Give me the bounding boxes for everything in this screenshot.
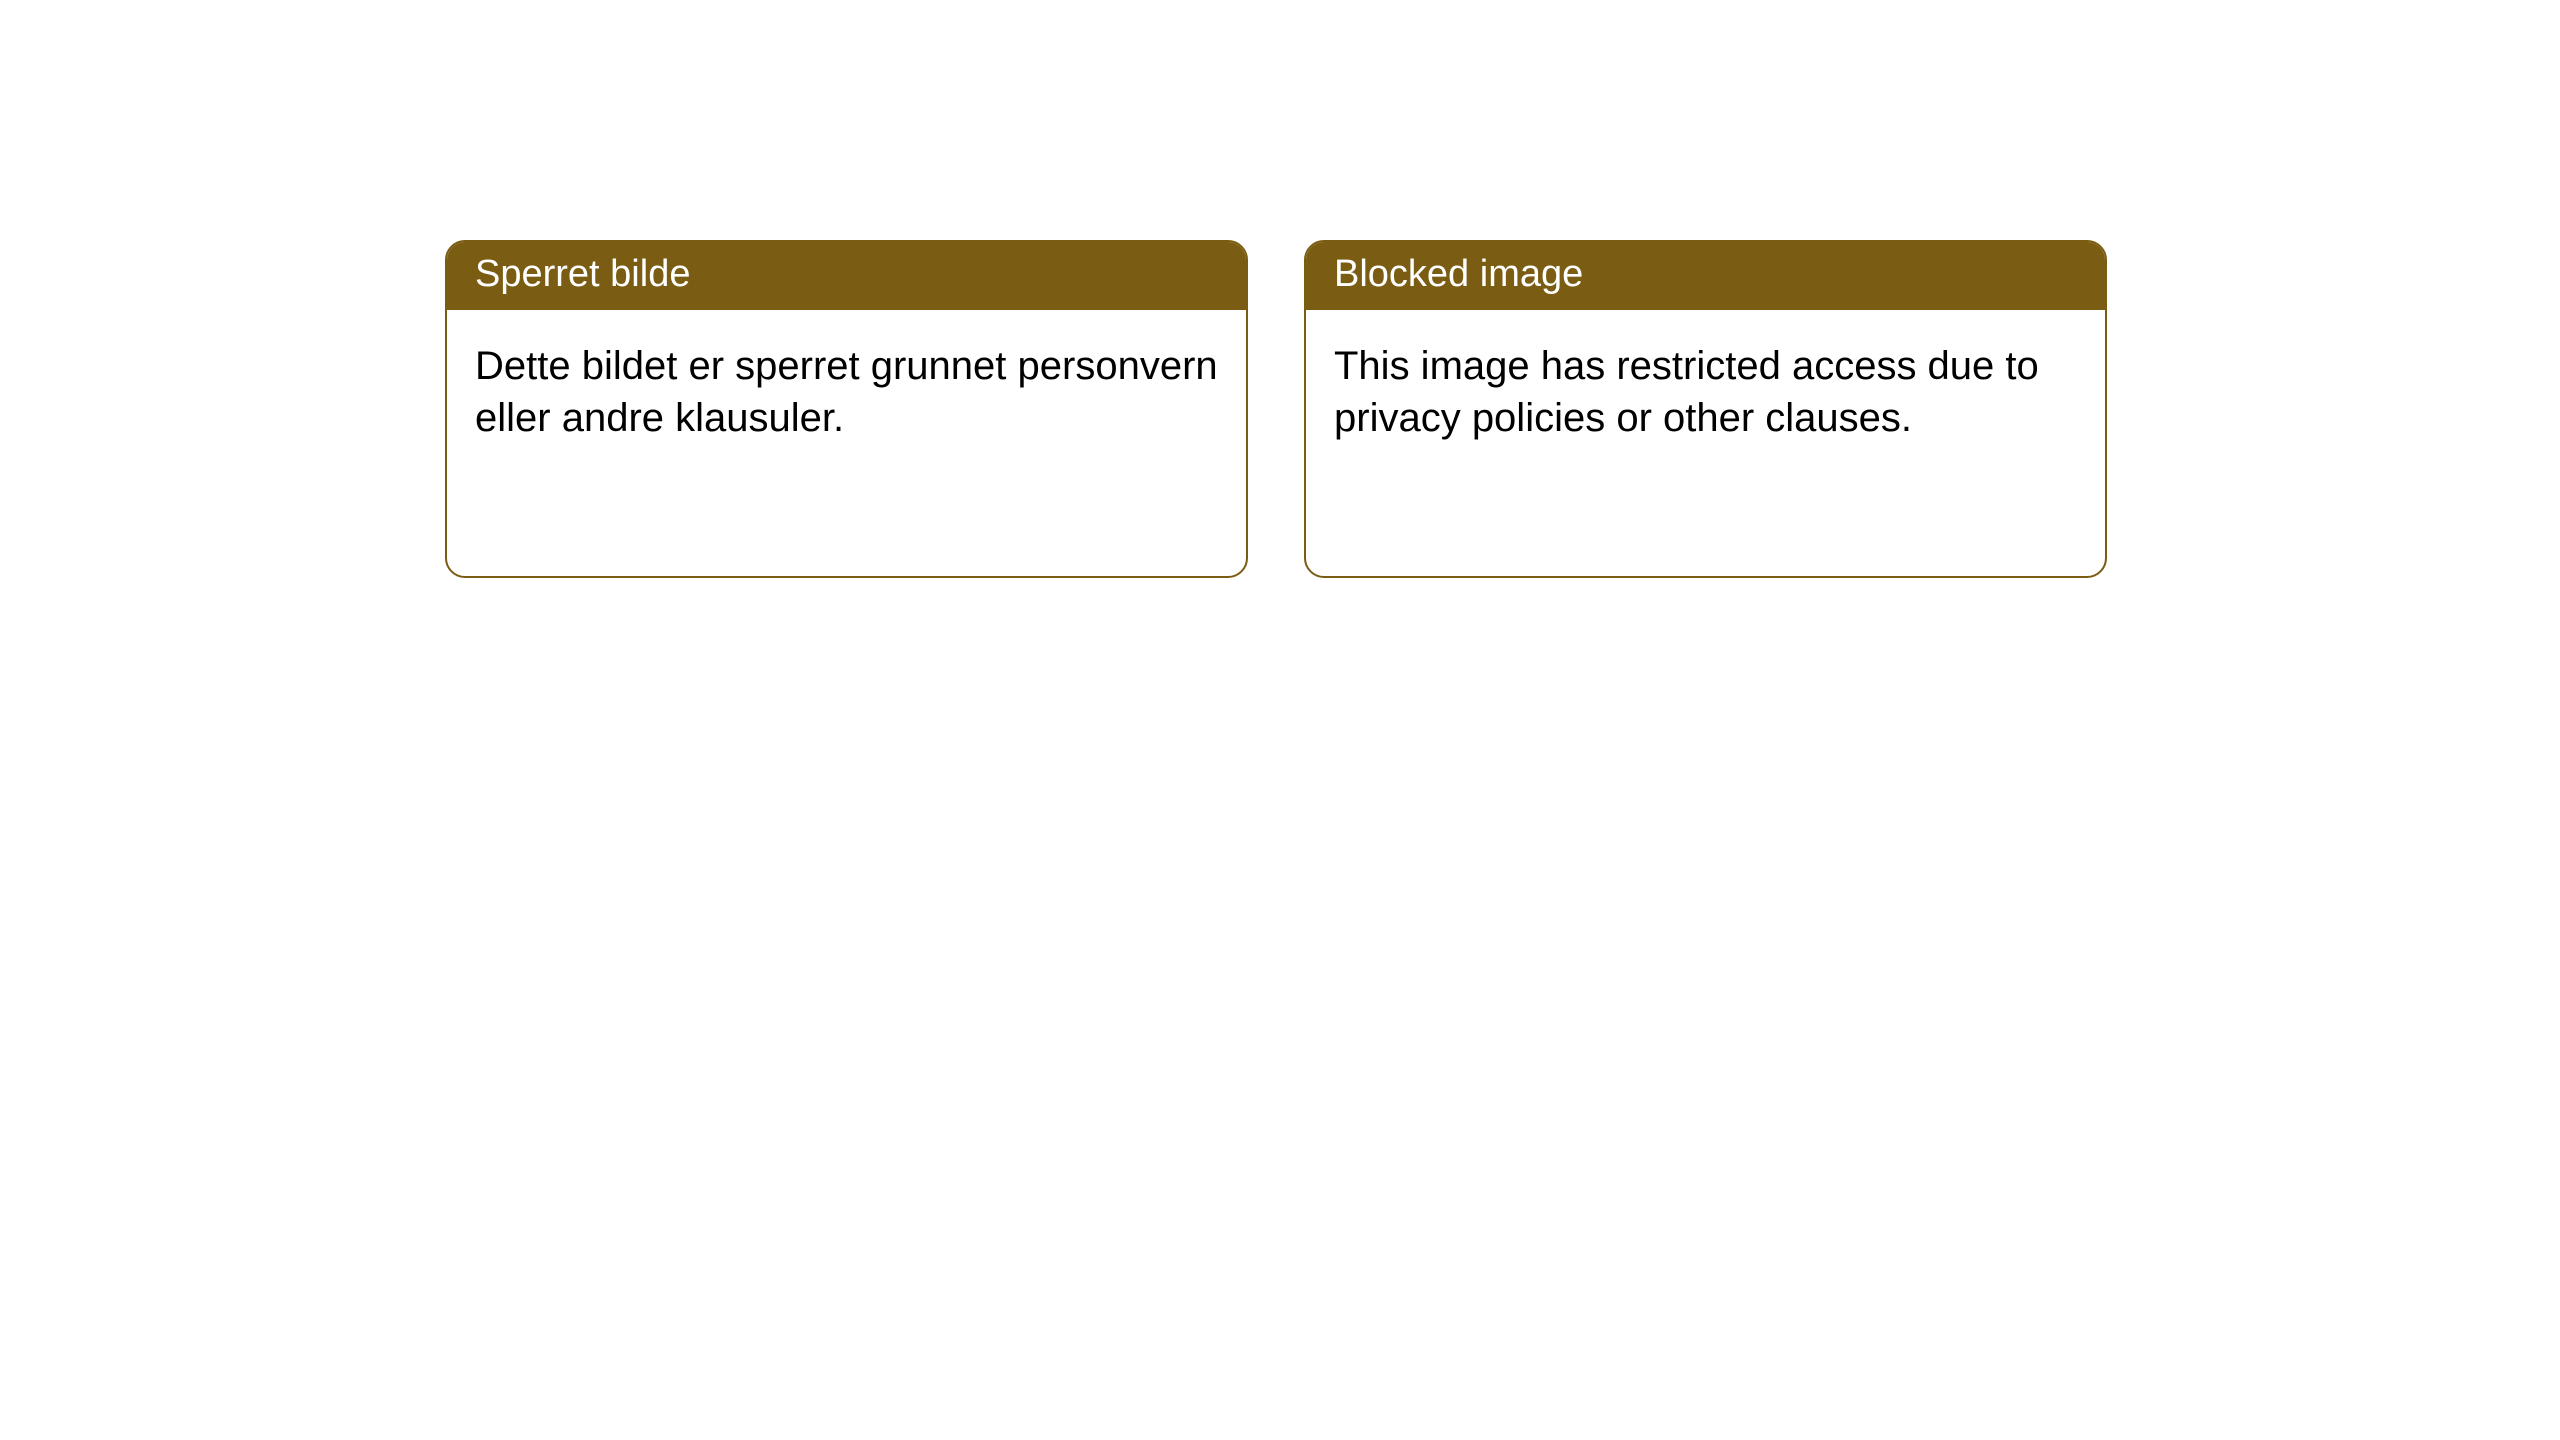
notice-body: Dette bildet er sperret grunnet personve… [447, 310, 1246, 474]
notice-card-english: Blocked image This image has restricted … [1304, 240, 2107, 578]
notice-card-norwegian: Sperret bilde Dette bildet er sperret gr… [445, 240, 1248, 578]
notice-title: Blocked image [1306, 242, 2105, 310]
notice-container: Sperret bilde Dette bildet er sperret gr… [445, 240, 2107, 578]
notice-title: Sperret bilde [447, 242, 1246, 310]
notice-body: This image has restricted access due to … [1306, 310, 2105, 474]
